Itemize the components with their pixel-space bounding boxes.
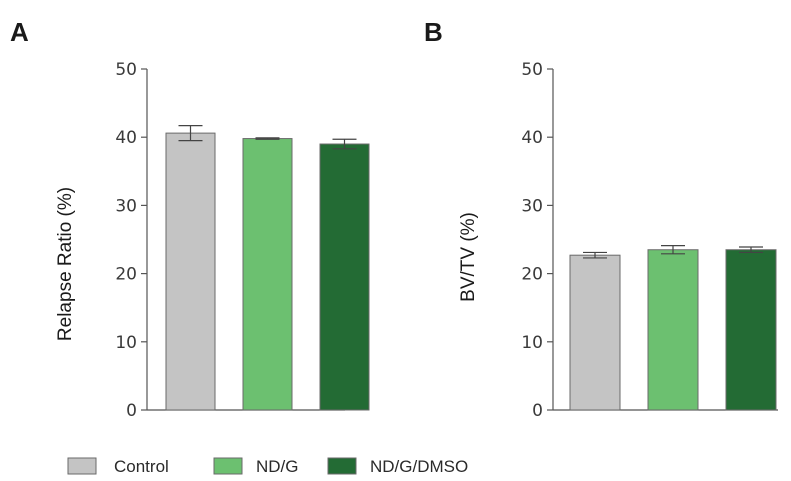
panel-a-error-bar-control xyxy=(178,125,203,142)
panel-b-error-bar-nd-g xyxy=(661,245,685,255)
panel-b-bar-nd-g xyxy=(647,249,699,411)
panel-b-error-bar-nd-g-dmso xyxy=(739,246,763,254)
panel-a-y-tick-label-0: 0 xyxy=(126,401,137,421)
legend-swatch-nd-g xyxy=(213,457,243,475)
panel-a: A Relapse Ratio (%) 0 10 20 30 40 50 xyxy=(10,17,370,421)
panel-b-y-tick-label-30: 30 xyxy=(521,196,543,216)
panel-b-y-tick-label-20: 20 xyxy=(521,265,543,285)
panel-b-y-tick-label-10: 10 xyxy=(521,333,543,353)
panel-b-plot: 0 10 20 30 40 50 xyxy=(521,60,778,421)
legend-swatch-nd-g-dmso xyxy=(327,457,357,475)
panel-a-y-tick-label-40: 40 xyxy=(115,128,137,148)
panel-b-error-bar-control xyxy=(583,251,607,259)
panel-a-bar-control xyxy=(165,132,216,411)
panel-a-y-tick-label-10: 10 xyxy=(115,333,137,353)
panel-b-bar-nd-g-dmso xyxy=(725,249,777,411)
legend-label-nd-g-dmso: ND/G/DMSO xyxy=(370,457,468,476)
panel-b-y-axis-label: BV/TV (%) xyxy=(458,212,479,302)
panel-b-y-tick-label-50: 50 xyxy=(521,60,543,80)
panel-b-bar-control xyxy=(569,254,621,411)
panel-a-letter: A xyxy=(10,17,29,47)
panel-a-y-axis-label: Relapse Ratio (%) xyxy=(55,187,76,341)
legend-label-control: Control xyxy=(114,457,169,476)
legend-label-nd-g: ND/G xyxy=(256,457,299,476)
panel-a-y-tick-label-20: 20 xyxy=(115,265,137,285)
panel-a-bar-nd-g-dmso xyxy=(319,143,370,411)
panel-b-y-tick-label-40: 40 xyxy=(521,128,543,148)
panel-a-bar-nd-g xyxy=(242,138,293,411)
panel-b-y-tick-label-0: 0 xyxy=(532,401,543,421)
panel-b: B BV/TV (%) 0 10 20 30 40 50 xyxy=(424,17,778,421)
panel-a-error-bar-nd-g-dmso xyxy=(332,138,357,150)
panel-b-letter: B xyxy=(424,17,443,47)
panel-a-y-tick-label-30: 30 xyxy=(115,196,137,216)
panel-a-error-bar-nd-g xyxy=(255,137,280,140)
panel-a-plot: 0 10 20 30 40 50 xyxy=(115,60,370,421)
legend-swatch-control xyxy=(67,457,97,475)
panel-a-y-tick-label-50: 50 xyxy=(115,60,137,80)
legend: Control ND/G ND/G/DMSO xyxy=(67,457,468,476)
